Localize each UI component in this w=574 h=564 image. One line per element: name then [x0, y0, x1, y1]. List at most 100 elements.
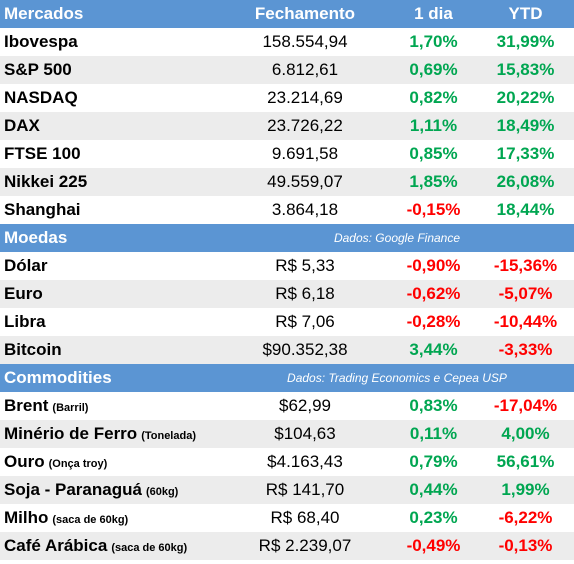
row-name: Dólar: [4, 256, 48, 275]
row-name-cell: Dólar: [0, 252, 220, 280]
table-row: NASDAQ 23.214,69 0,82% 20,22%: [0, 84, 574, 112]
row-name: Nikkei 225: [4, 172, 88, 191]
row-close-value: R$ 6,18: [220, 280, 390, 308]
table-row: Euro R$ 6,18 -0,62% -5,07%: [0, 280, 574, 308]
row-name-cell: Bitcoin: [0, 336, 220, 364]
table-row: Soja - Paranaguá (60kg) R$ 141,70 0,44% 1,99…: [0, 476, 574, 504]
row-day-change: 0,83%: [390, 392, 477, 420]
currencies-header-row: Moedas Dados: Google Finance: [0, 224, 574, 252]
row-name: NASDAQ: [4, 88, 78, 107]
table-row: Minério de Ferro (Tonelada) $104,63 0,11% 4,…: [0, 420, 574, 448]
row-unit: (Onça troy): [48, 458, 108, 470]
ytd-header-label: YTD: [477, 0, 574, 28]
row-unit: (saca de 60kg): [111, 542, 188, 554]
row-name: Soja - Paranaguá: [4, 480, 142, 499]
row-ytd-change: -15,36%: [477, 252, 574, 280]
row-name-cell: Soja - Paranaguá (60kg): [0, 476, 220, 504]
row-name: Café Arábica: [4, 536, 108, 555]
row-ytd-change: 18,49%: [477, 112, 574, 140]
commodities-header-row: Commodities Dados: Trading Economics e Ce…: [0, 364, 574, 392]
row-name-cell: S&P 500: [0, 56, 220, 84]
row-close-value: 23.726,22: [220, 112, 390, 140]
row-ytd-change: -5,07%: [477, 280, 574, 308]
row-name-cell: Minério de Ferro (Tonelada): [0, 420, 220, 448]
row-day-change: -0,90%: [390, 252, 477, 280]
row-ytd-change: 15,83%: [477, 56, 574, 84]
row-day-change: 0,69%: [390, 56, 477, 84]
row-name-cell: Milho (saca de 60kg): [0, 504, 220, 532]
row-ytd-change: 20,22%: [477, 84, 574, 112]
row-close-value: R$ 7,06: [220, 308, 390, 336]
row-name: Brent: [4, 396, 49, 415]
row-ytd-change: 18,44%: [477, 196, 574, 224]
close-header-label: Fechamento: [220, 0, 390, 28]
row-day-change: 0,11%: [390, 420, 477, 448]
row-day-change: -0,28%: [390, 308, 477, 336]
row-close-value: 158.554,94: [220, 28, 390, 56]
row-day-change: 1,11%: [390, 112, 477, 140]
markets-header-label: Mercados: [0, 0, 220, 28]
row-ytd-change: 26,08%: [477, 168, 574, 196]
row-ytd-change: -10,44%: [477, 308, 574, 336]
commodities-source-note: Dados: Trading Economics e Cepea USP: [220, 364, 574, 392]
row-name: DAX: [4, 116, 40, 135]
row-close-value: $62,99: [220, 392, 390, 420]
currencies-header-label: Moedas: [0, 224, 220, 252]
row-ytd-change: 1,99%: [477, 476, 574, 504]
row-name: Libra: [4, 312, 46, 331]
row-name: Ibovespa: [4, 32, 78, 51]
row-day-change: 0,82%: [390, 84, 477, 112]
row-name-cell: Brent (Barril): [0, 392, 220, 420]
row-unit: (Barril): [52, 402, 89, 414]
row-name: Bitcoin: [4, 340, 62, 359]
row-ytd-change: 31,99%: [477, 28, 574, 56]
row-close-value: 3.864,18: [220, 196, 390, 224]
table-row: Milho (saca de 60kg) R$ 68,40 0,23% -6,22%: [0, 504, 574, 532]
row-close-value: 6.812,61: [220, 56, 390, 84]
row-close-value: $4.163,43: [220, 448, 390, 476]
row-name-cell: NASDAQ: [0, 84, 220, 112]
table-row: DAX 23.726,22 1,11% 18,49%: [0, 112, 574, 140]
row-ytd-change: -3,33%: [477, 336, 574, 364]
table-row: Dólar R$ 5,33 -0,90% -15,36%: [0, 252, 574, 280]
row-ytd-change: 17,33%: [477, 140, 574, 168]
row-name-cell: Ouro (Onça troy): [0, 448, 220, 476]
table-row: Libra R$ 7,06 -0,28% -10,44%: [0, 308, 574, 336]
row-day-change: -0,62%: [390, 280, 477, 308]
table-row: FTSE 100 9.691,58 0,85% 17,33%: [0, 140, 574, 168]
row-unit: (60kg): [145, 486, 179, 498]
table-row: Ouro (Onça troy) $4.163,43 0,79% 56,61%: [0, 448, 574, 476]
row-close-value: $104,63: [220, 420, 390, 448]
row-name-cell: Euro: [0, 280, 220, 308]
row-day-change: -0,49%: [390, 532, 477, 560]
row-day-change: 1,70%: [390, 28, 477, 56]
row-name-cell: Ibovespa: [0, 28, 220, 56]
commodities-header-label: Commodities: [0, 364, 220, 392]
row-day-change: 0,44%: [390, 476, 477, 504]
row-ytd-change: 56,61%: [477, 448, 574, 476]
row-close-value: R$ 141,70: [220, 476, 390, 504]
row-ytd-change: -6,22%: [477, 504, 574, 532]
row-day-change: 1,85%: [390, 168, 477, 196]
row-unit: (saca de 60kg): [52, 514, 129, 526]
table-row: Shanghai 3.864,18 -0,15% 18,44%: [0, 196, 574, 224]
table-row: Nikkei 225 49.559,07 1,85% 26,08%: [0, 168, 574, 196]
table-row: Brent (Barril) $62,99 0,83% -17,04%: [0, 392, 574, 420]
markets-header-row: Mercados Fechamento 1 dia YTD: [0, 0, 574, 28]
row-day-change: 0,79%: [390, 448, 477, 476]
table-row: Café Arábica (saca de 60kg) R$ 2.239,07 -0,…: [0, 532, 574, 560]
row-name-cell: Nikkei 225: [0, 168, 220, 196]
row-name: Milho: [4, 508, 49, 527]
row-day-change: -0,15%: [390, 196, 477, 224]
row-day-change: 3,44%: [390, 336, 477, 364]
row-name: Minério de Ferro: [4, 424, 138, 443]
row-close-value: 49.559,07: [220, 168, 390, 196]
row-unit: (Tonelada): [141, 430, 196, 442]
row-name: S&P 500: [4, 60, 72, 79]
currencies-source-note: Dados: Google Finance: [220, 224, 574, 252]
row-name: Euro: [4, 284, 43, 303]
row-close-value: 9.691,58: [220, 140, 390, 168]
row-name-cell: Café Arábica (saca de 60kg): [0, 532, 220, 560]
